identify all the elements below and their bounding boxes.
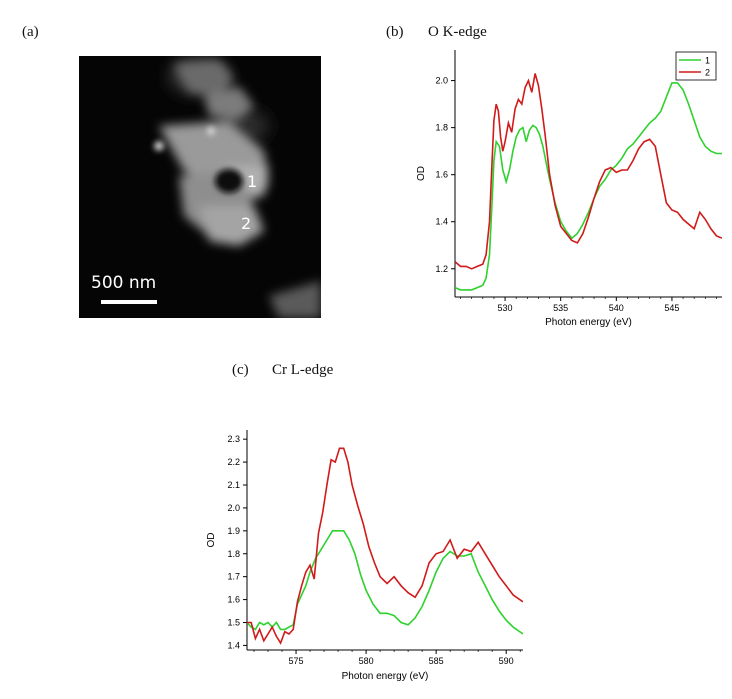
x-tick-label: 590 (499, 656, 514, 666)
series-line-2 (455, 73, 722, 270)
x-axis-label: Photon energy (eV) (545, 317, 632, 328)
y-tick-label: 1.8 (435, 123, 448, 133)
y-tick-label: 2.1 (227, 480, 240, 490)
y-tick-label: 2.0 (435, 76, 448, 86)
series-line-1 (455, 82, 722, 291)
x-tick-label: 530 (498, 303, 513, 313)
legend-entry: 2 (705, 68, 710, 78)
panel-a-label: (a) (22, 24, 39, 40)
y-tick-label: 1.8 (227, 549, 240, 559)
y-tick-label: 2.2 (227, 457, 240, 467)
chart-b-group: 530 535 540 545 1.2 1.4 1.6 1.8 2.0 Photon energy… (416, 50, 722, 328)
y-tick-label: 1.6 (435, 170, 448, 180)
x-tick-label: 535 (553, 303, 568, 313)
x-axis-label: Photon energy (eV) (342, 671, 429, 682)
scale-bar (101, 300, 157, 304)
y-tick-label: 1.6 (227, 595, 240, 605)
x-tick-label: 585 (429, 656, 444, 666)
series-line-2 (247, 447, 523, 645)
y-tick-label: 1.4 (435, 217, 448, 227)
panel-b-title: O K-edge (428, 24, 487, 40)
y-tick-label: 1.2 (435, 264, 448, 274)
panel-b-label: (b) (386, 24, 404, 40)
stxm-micrograph: 1 2 500 nm (79, 56, 321, 318)
y-tick-label: 1.5 (227, 618, 240, 628)
y-tick-label: 1.9 (227, 526, 240, 536)
x-tick-label: 580 (359, 656, 374, 666)
point-label-1: 1 (247, 172, 258, 191)
series-line-1 (247, 529, 523, 635)
y-axis-label: OD (416, 166, 427, 181)
y-tick-label: 2.3 (227, 434, 240, 444)
x-tick-label: 575 (289, 656, 304, 666)
scale-bar-label: 500 nm (91, 273, 157, 293)
legend-box (675, 51, 717, 81)
chart-c-group: 575 580 585 590 1.4 1.5 1.6 1.7 1.8 1.9 2.0 2.1 2.2 2… (206, 430, 523, 682)
micrograph-image (154, 58, 321, 318)
y-tick-label: 2.0 (227, 503, 240, 513)
y-axis-label: OD (206, 533, 217, 548)
y-tick-label: 1.4 (227, 640, 240, 650)
panel-c-title: Cr L-edge (272, 362, 334, 378)
point-label-2: 2 (241, 214, 252, 233)
legend-entry: 1 (705, 56, 710, 66)
x-tick-label: 545 (664, 303, 679, 313)
x-tick-label: 540 (609, 303, 624, 313)
panel-c-label: (c) (232, 362, 249, 378)
y-tick-label: 1.7 (227, 572, 240, 582)
